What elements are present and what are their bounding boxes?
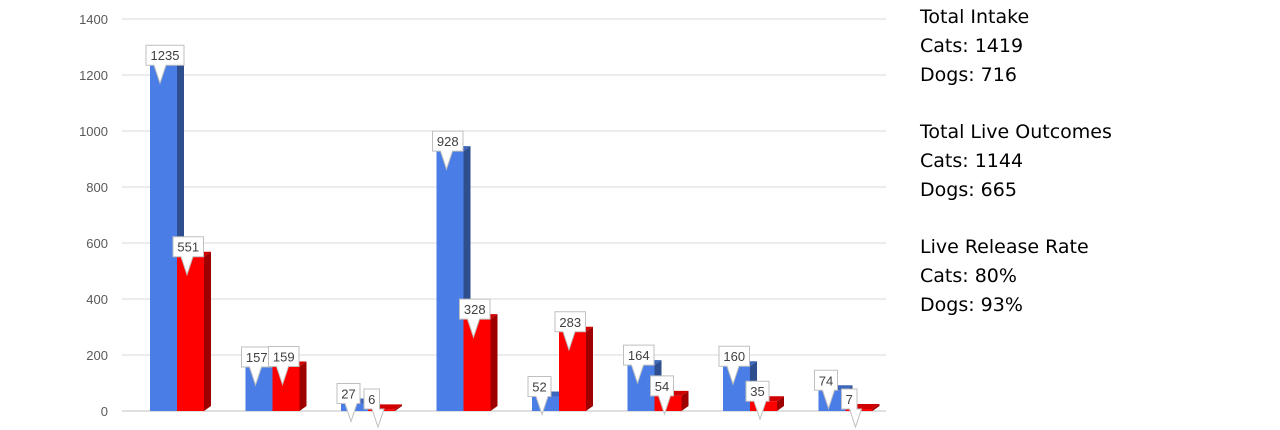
y-tick-label: 1400 [79, 12, 108, 27]
release-rate-dogs: Dogs: 93% [920, 294, 1023, 316]
data-label: 159 [268, 345, 300, 387]
bar-side [299, 361, 307, 411]
bar-side [490, 314, 498, 411]
data-label: 328 [459, 298, 491, 339]
data-label-callout [432, 130, 464, 171]
y-axis: 0 200 400 600 800 1000 1200 1400 [79, 12, 108, 419]
release-rate-cats: Cats: 80% [920, 265, 1017, 287]
bar-series-2 [177, 251, 211, 411]
data-label: 164 [623, 344, 655, 385]
summary-stats: Total Intake Cats: 1419 Dogs: 716 Total … [920, 3, 1112, 348]
outcomes-cats: Cats: 1144 [920, 150, 1024, 172]
intake-cats: Cats: 1419 [920, 35, 1024, 57]
data-label: 52 [527, 375, 552, 417]
data-label-text: 74 [819, 373, 833, 388]
data-label-callout [363, 388, 385, 429]
data-label-callout [336, 382, 361, 424]
data-label-callout [814, 369, 838, 410]
data-label-callout [841, 388, 863, 429]
grid-lines [122, 18, 886, 412]
bar-side [395, 404, 402, 411]
data-label-text: 35 [750, 384, 764, 399]
y-tick-label: 0 [101, 404, 108, 419]
data-label-text: 54 [655, 379, 669, 394]
data-label-text: 157 [246, 350, 268, 365]
intake-dogs: Dogs: 716 [920, 64, 1017, 86]
data-label-text: 27 [341, 386, 355, 401]
data-label-text: 328 [464, 302, 486, 317]
data-label-callout [623, 344, 655, 385]
bar [177, 256, 204, 411]
bar-side [872, 404, 880, 411]
bar-side [204, 251, 211, 411]
data-label: 551 [172, 236, 204, 277]
data-label-text: 551 [177, 240, 199, 255]
data-label: 7 [841, 388, 863, 429]
bar [463, 319, 491, 411]
bar-side [681, 390, 689, 411]
data-label-callout [268, 345, 300, 387]
data-label-callout [172, 236, 204, 277]
bar-chart: 0 200 400 600 800 1000 1200 1400 1235 157 27 928 52… [79, 12, 886, 429]
data-label-callout [145, 44, 185, 85]
y-tick-label: 200 [86, 348, 108, 363]
data-label: 928 [432, 130, 464, 171]
data-label: 6 [363, 388, 385, 429]
data-label-callout [650, 375, 674, 416]
release-rate-title: Live Release Rate [920, 236, 1089, 258]
data-label-text: 1235 [151, 48, 180, 63]
outcomes-title: Total Live Outcomes [920, 121, 1112, 143]
data-label-text: 160 [723, 349, 745, 364]
data-label-text: 159 [273, 349, 295, 364]
bar [559, 331, 586, 411]
y-tick-label: 600 [86, 236, 108, 251]
bar-series-2 [463, 314, 498, 411]
data-label: 35 [745, 380, 770, 421]
data-label-text: 52 [532, 379, 546, 394]
data-label-text: 6 [368, 392, 375, 407]
data-label: 157 [241, 346, 273, 387]
y-tick-label: 1200 [79, 68, 108, 83]
bar [436, 151, 464, 411]
outcomes-dogs: Dogs: 665 [920, 179, 1017, 201]
data-label-callout [554, 311, 586, 352]
bar-side [777, 396, 784, 411]
y-tick-label: 800 [86, 180, 108, 195]
data-label-text: 7 [846, 392, 853, 407]
data-label: 27 [336, 382, 361, 424]
data-label-callout [459, 298, 491, 339]
bar-side [586, 326, 593, 411]
data-label: 1235 [145, 44, 185, 85]
outcomes-block: Total Live Outcomes Cats: 1144 Dogs: 665 [920, 118, 1112, 205]
data-label: 74 [814, 369, 838, 410]
y-tick-label: 1000 [79, 124, 108, 139]
data-label-text: 283 [559, 315, 581, 330]
data-labels: 1235 157 27 928 52 164 160 74 551 159 6 328 283 54 35 7 [145, 44, 863, 429]
data-label-text: 164 [628, 348, 650, 363]
intake-block: Total Intake Cats: 1419 Dogs: 716 [920, 3, 1112, 90]
intake-title: Total Intake [920, 6, 1030, 28]
data-label-callout [718, 345, 750, 386]
data-label: 160 [718, 345, 750, 386]
data-label-callout [745, 380, 770, 421]
release-rate-block: Live Release Rate Cats: 80% Dogs: 93% [920, 233, 1112, 320]
y-tick-label: 400 [86, 292, 108, 307]
data-label: 283 [554, 311, 586, 352]
data-label: 54 [650, 375, 674, 416]
data-label-callout [527, 375, 552, 417]
data-label-text: 928 [437, 134, 459, 149]
bar-series-2 [559, 326, 593, 411]
